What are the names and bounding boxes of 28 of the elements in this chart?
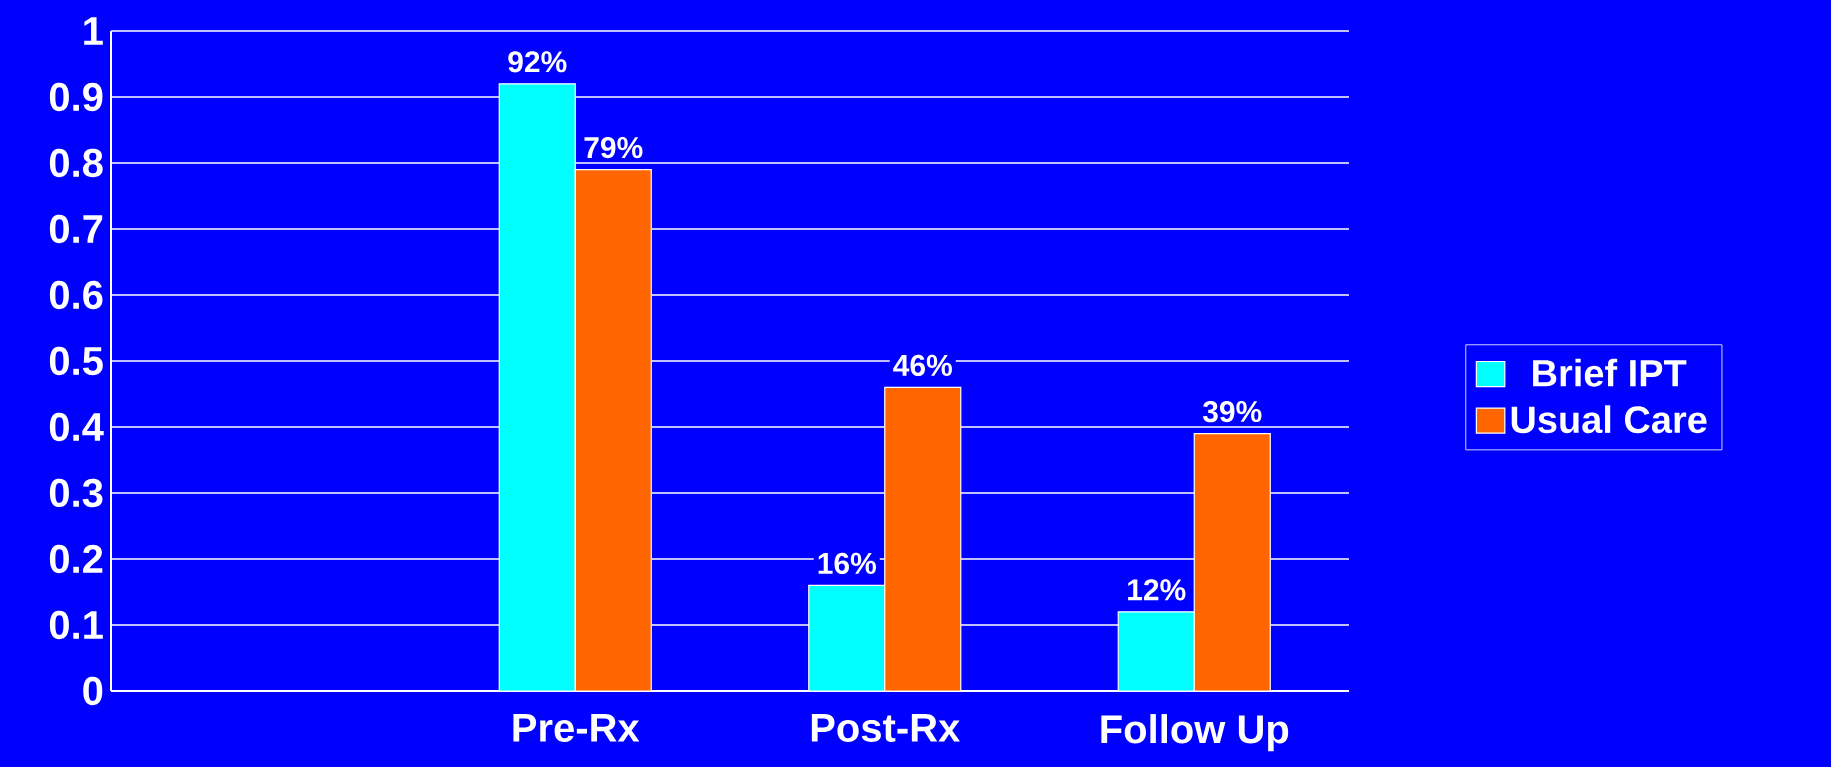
data-label: 92% <box>508 51 567 73</box>
bar <box>1193 433 1271 691</box>
legend-label: Usual Care <box>1511 405 1707 434</box>
x-tick-label: Pre-Rx <box>513 714 640 742</box>
y-tick-label: 0.7 <box>49 214 103 244</box>
y-tick-label: 0.3 <box>49 478 103 508</box>
bar <box>498 83 576 691</box>
x-tick-label: Post-Rx <box>811 714 961 742</box>
y-tick-label: 0.5 <box>49 346 103 376</box>
y-tick-label: 0.8 <box>49 148 103 178</box>
y-tick-label: 0.2 <box>49 544 103 574</box>
data-label: 79% <box>584 136 643 159</box>
y-tick-label: 1 <box>84 17 103 45</box>
bar <box>884 386 962 691</box>
data-label: 16% <box>818 552 876 574</box>
data-label: 12% <box>1128 579 1186 601</box>
data-label: 46% <box>893 354 952 376</box>
data-label: 39% <box>1202 400 1262 423</box>
bar <box>1117 611 1195 691</box>
y-tick-label: 0.9 <box>49 82 103 112</box>
y-tick-label: 0.4 <box>49 412 104 442</box>
bar <box>808 584 886 691</box>
y-tick-label: 0 <box>83 676 103 706</box>
x-tick-label: Follow Up <box>1101 714 1289 752</box>
bar <box>574 169 652 691</box>
legend-label: Brief IPT <box>1533 358 1687 387</box>
y-tick-label: 0.1 <box>49 610 103 640</box>
y-tick-label: 0.6 <box>49 280 103 310</box>
